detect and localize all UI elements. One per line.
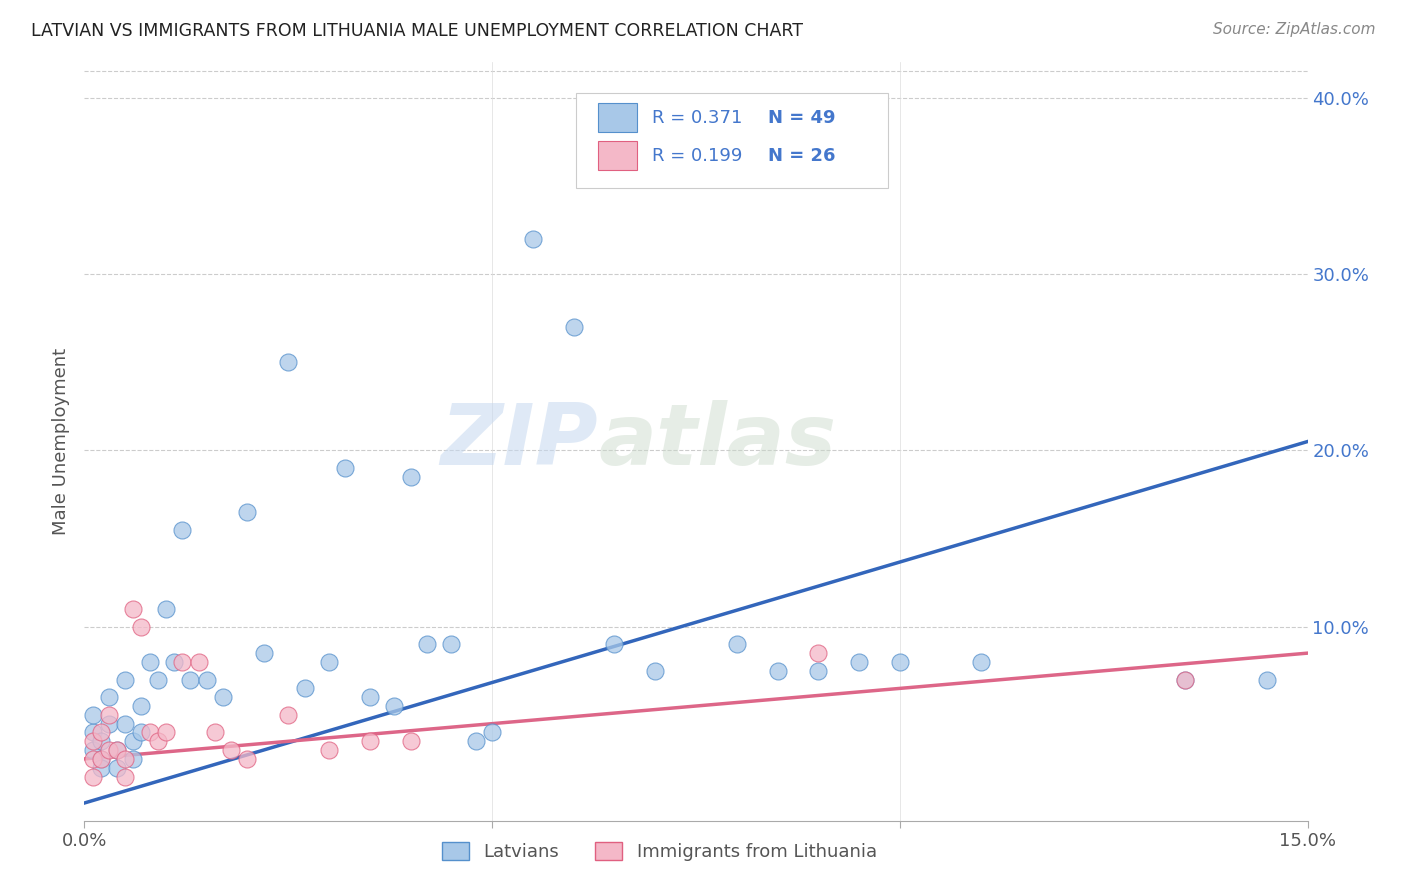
Point <box>187 655 209 669</box>
Point <box>807 646 830 660</box>
Point <box>318 743 340 757</box>
Point <box>114 770 136 784</box>
Point <box>1256 673 1278 687</box>
Bar <box>598 103 637 132</box>
Point <box>335 461 357 475</box>
Point <box>1174 673 1197 687</box>
Point <box>82 770 104 784</box>
Point <box>294 681 316 696</box>
Point <box>90 725 112 739</box>
Point <box>131 699 153 714</box>
Point <box>131 725 153 739</box>
Text: Source: ZipAtlas.com: Source: ZipAtlas.com <box>1212 22 1375 37</box>
Point <box>82 734 104 748</box>
Point <box>114 716 136 731</box>
Point <box>807 664 830 678</box>
Point <box>603 637 626 651</box>
Point <box>481 725 503 739</box>
Point <box>970 655 993 669</box>
Point <box>114 673 136 687</box>
Point <box>1174 673 1197 687</box>
Point <box>644 664 666 678</box>
FancyBboxPatch shape <box>576 93 889 187</box>
Point <box>848 655 870 669</box>
Point <box>97 690 120 705</box>
Text: ZIP: ZIP <box>440 400 598 483</box>
Point <box>82 725 104 739</box>
Point <box>212 690 235 705</box>
Point <box>399 734 422 748</box>
Point <box>138 725 160 739</box>
Point <box>82 752 104 766</box>
Point <box>97 743 120 757</box>
Point <box>382 699 405 714</box>
Point <box>195 673 218 687</box>
Point <box>146 734 169 748</box>
Point <box>766 664 789 678</box>
Point <box>318 655 340 669</box>
Point <box>90 752 112 766</box>
Point <box>562 320 585 334</box>
Point <box>179 673 201 687</box>
Y-axis label: Male Unemployment: Male Unemployment <box>52 348 70 535</box>
Bar <box>598 141 637 170</box>
Point <box>97 707 120 722</box>
Point <box>82 743 104 757</box>
Legend: Latvians, Immigrants from Lithuania: Latvians, Immigrants from Lithuania <box>434 835 884 869</box>
Point <box>90 734 112 748</box>
Point <box>146 673 169 687</box>
Point <box>172 523 194 537</box>
Point <box>163 655 186 669</box>
Point <box>277 707 299 722</box>
Point <box>236 505 259 519</box>
Point <box>204 725 226 739</box>
Point <box>122 752 145 766</box>
Point <box>122 602 145 616</box>
Point <box>155 602 177 616</box>
Text: N = 49: N = 49 <box>768 109 835 127</box>
Text: atlas: atlas <box>598 400 837 483</box>
Text: R = 0.371: R = 0.371 <box>652 109 742 127</box>
Point <box>138 655 160 669</box>
Point <box>399 470 422 484</box>
Point <box>416 637 439 651</box>
Point <box>219 743 242 757</box>
Point <box>97 716 120 731</box>
Point <box>90 752 112 766</box>
Point <box>236 752 259 766</box>
Text: N = 26: N = 26 <box>768 146 835 165</box>
Point <box>889 655 911 669</box>
Point <box>172 655 194 669</box>
Point <box>82 707 104 722</box>
Point <box>122 734 145 748</box>
Point <box>725 637 748 651</box>
Point <box>105 743 128 757</box>
Point <box>440 637 463 651</box>
Point <box>155 725 177 739</box>
Point <box>277 355 299 369</box>
Text: R = 0.199: R = 0.199 <box>652 146 742 165</box>
Point <box>359 734 381 748</box>
Point <box>522 232 544 246</box>
Point <box>253 646 276 660</box>
Point <box>105 743 128 757</box>
Point <box>90 761 112 775</box>
Point <box>131 620 153 634</box>
Point <box>359 690 381 705</box>
Text: LATVIAN VS IMMIGRANTS FROM LITHUANIA MALE UNEMPLOYMENT CORRELATION CHART: LATVIAN VS IMMIGRANTS FROM LITHUANIA MAL… <box>31 22 803 40</box>
Point <box>114 752 136 766</box>
Point <box>105 761 128 775</box>
Point <box>464 734 486 748</box>
